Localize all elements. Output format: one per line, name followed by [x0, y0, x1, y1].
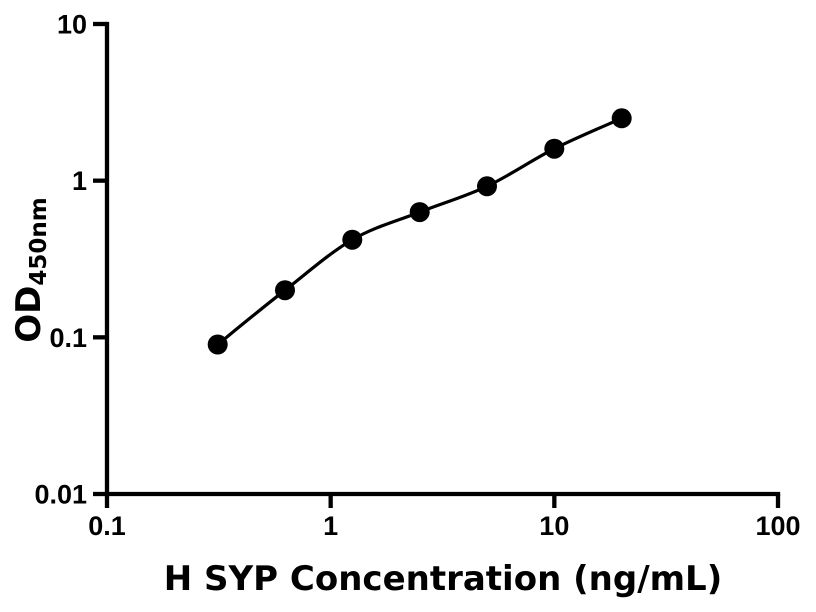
y-axis-tick-labels: 0.01 0.1 1 10	[34, 10, 87, 510]
y-tick-label: 1	[72, 166, 87, 196]
data-point	[477, 176, 497, 197]
y-axis-title: OD450nm	[9, 197, 52, 343]
data-point	[544, 138, 565, 159]
y-tick-label: 0.1	[49, 323, 87, 353]
x-tick-label: 10	[539, 511, 569, 541]
x-tick-label: 100	[755, 511, 800, 541]
data-point	[342, 229, 363, 250]
axes	[93, 21, 781, 508]
data-point	[275, 280, 295, 301]
data-point	[611, 108, 632, 129]
x-axis-title: H SYP Concentration (ng/mL)	[164, 559, 723, 599]
y-axis-title-main: OD	[9, 286, 49, 343]
data-point	[409, 202, 430, 223]
data-points-group	[207, 108, 632, 355]
x-tick-label: 0.1	[88, 511, 126, 541]
y-axis-title-sub: 450nm	[26, 197, 52, 285]
y-tick-label: 0.01	[34, 480, 87, 510]
y-tick-label: 10	[57, 10, 87, 40]
data-point	[207, 334, 228, 355]
x-tick-label: 1	[323, 511, 338, 541]
x-axis-tick-labels: 0.1 1 10 100	[88, 511, 800, 541]
